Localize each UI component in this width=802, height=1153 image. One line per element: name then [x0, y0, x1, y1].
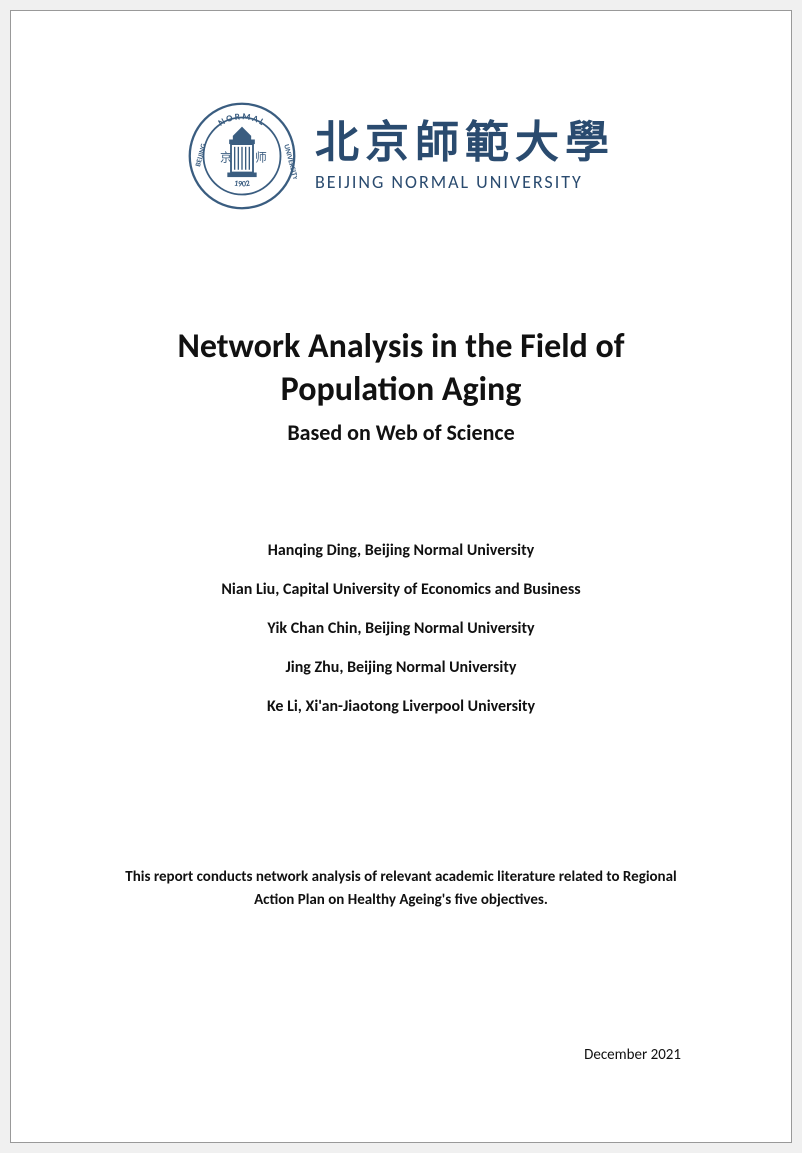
author-line: Hanqing Ding, Beijing Normal University — [221, 541, 580, 560]
authors-block: Hanqing Ding, Beijing Normal University … — [221, 541, 580, 736]
document-page: NORMAL 1902 BEIJING UNIVERSITY 京 师 北京師範大… — [10, 10, 792, 1143]
author-line: Jing Zhu, Beijing Normal University — [221, 658, 580, 677]
university-name-cn: 北京師範大學 — [315, 119, 615, 167]
svg-text:师: 师 — [255, 151, 267, 165]
title-line-2: Population Aging — [281, 369, 522, 410]
publication-date: December 2021 — [584, 1046, 681, 1064]
title-line-1: Network Analysis in the Field of — [177, 326, 624, 367]
document-title: Network Analysis in the Field of Populat… — [177, 326, 624, 411]
svg-text:京: 京 — [220, 151, 232, 165]
author-line: Yik Chan Chin, Beijing Normal University — [221, 619, 580, 638]
university-seal-icon: NORMAL 1902 BEIJING UNIVERSITY 京 师 — [187, 101, 297, 211]
author-line: Nian Liu, Capital University of Economic… — [221, 580, 580, 599]
university-name-en: BEIJING NORMAL UNIVERSITY — [315, 171, 615, 193]
document-subtitle: Based on Web of Science — [287, 419, 514, 446]
abstract-text: This report conducts network analysis of… — [101, 866, 701, 911]
author-line: Ke Li, Xi'an-Jiaotong Liverpool Universi… — [221, 697, 580, 716]
logo-text-block: 北京師範大學 BEIJING NORMAL UNIVERSITY — [315, 119, 615, 193]
university-logo-block: NORMAL 1902 BEIJING UNIVERSITY 京 师 北京師範大… — [187, 101, 615, 211]
